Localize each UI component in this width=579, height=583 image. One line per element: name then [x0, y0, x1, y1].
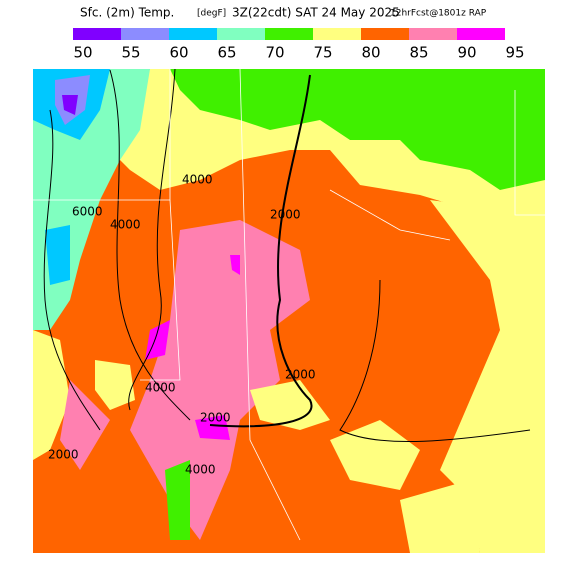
temp-region [145, 320, 170, 360]
title-part: Sfc. (2m) Temp. [80, 6, 174, 20]
title-part: 3Z(22cdt) SAT 24 May 2025 [232, 6, 400, 20]
colorbar: 50 55 60 65 70 75 80 85 90 95 [73, 28, 525, 62]
contour-label: 4000 [185, 463, 216, 477]
temp-region [170, 69, 545, 190]
contour-label: 2000 [48, 448, 79, 462]
colorbar-label: 85 [409, 44, 428, 62]
colorbar-label: 65 [217, 44, 236, 62]
colorbar-label: 95 [505, 44, 524, 62]
temp-region [330, 420, 420, 490]
colorbar-swatch [409, 28, 457, 40]
temp-region [95, 360, 135, 410]
temp-region [165, 460, 190, 540]
temp-region [45, 225, 70, 285]
colorbar-label: 55 [121, 44, 140, 62]
colorbar-label: 90 [457, 44, 476, 62]
colorbar-label: 75 [313, 44, 332, 62]
colorbar-swatch [217, 28, 265, 40]
temp-region [400, 480, 480, 553]
contours [43, 68, 531, 443]
contour-label: 4000 [182, 173, 213, 187]
colorbar-label: 80 [361, 44, 380, 62]
colorbar-swatch [169, 28, 217, 40]
contour-label: 4000 [145, 381, 176, 395]
contour-label: 2000 [270, 208, 301, 222]
colorbar-swatch [73, 28, 121, 40]
colorbar-swatch [313, 28, 361, 40]
temp-region [230, 255, 240, 275]
temp-region [195, 415, 230, 440]
title-part: [degF] [197, 9, 226, 19]
contour-label: 6000 [72, 205, 103, 219]
colorbar-swatch [361, 28, 409, 40]
colorbar-label: 50 [73, 44, 92, 62]
contour-label: 4000 [110, 218, 141, 232]
title-part: 12hrFcst@1801z RAP [390, 9, 487, 19]
temp-region [430, 200, 545, 553]
colorbar-label: 70 [265, 44, 284, 62]
temp-region [60, 380, 110, 470]
contour-label: 2000 [285, 368, 316, 382]
contour-label: 2000 [200, 411, 231, 425]
temp-region [250, 380, 330, 430]
map [33, 68, 545, 553]
borders [33, 68, 545, 541]
temp-region [130, 220, 310, 540]
temp-region [62, 95, 78, 115]
colorbar-label: 60 [169, 44, 188, 62]
colorbar-swatch [457, 28, 505, 40]
colorbar-swatch [121, 28, 169, 40]
colorbar-swatch [265, 28, 313, 40]
